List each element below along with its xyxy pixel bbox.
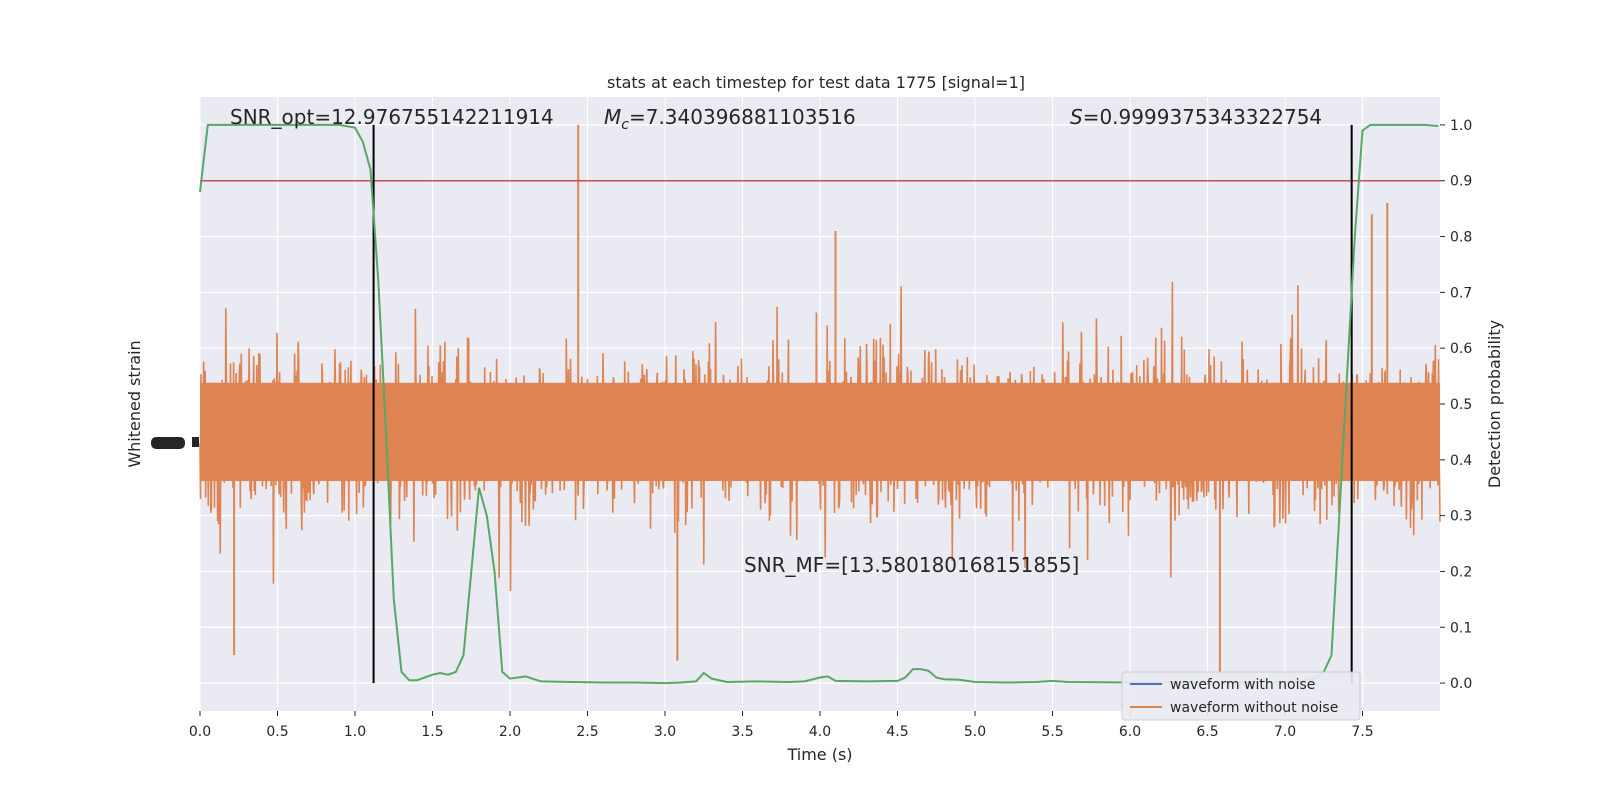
- x-tick-label: 7.0: [1274, 724, 1296, 740]
- x-tick-label: 2.0: [499, 724, 521, 740]
- x-tick-label: 3.5: [731, 724, 753, 740]
- annotation-chirp-mass-subscript: c: [621, 117, 629, 133]
- annotation-snr-opt: SNR_opt=12.976755142211914: [230, 105, 554, 129]
- x-tick-label: 1.5: [421, 724, 443, 740]
- x-tick-label: 6.0: [1119, 724, 1141, 740]
- right-y-tick-label: 0.1: [1450, 620, 1472, 636]
- left-axis-collapsed-ticks: [151, 437, 199, 449]
- annotation-snr-mf: SNR_MF=[13.580180168151855]: [744, 553, 1079, 577]
- right-y-tick-label: 0.7: [1450, 285, 1472, 301]
- strain-core: [200, 382, 1440, 482]
- x-tick-label: 3.0: [654, 724, 676, 740]
- right-y-axis-label: Detection probability: [1485, 320, 1504, 488]
- annotation-s-value: =0.9999375343322754: [1083, 105, 1322, 129]
- left-tick-mark: [192, 437, 199, 447]
- right-y-tick-label: 0.5: [1450, 397, 1472, 413]
- annotation-chirp-mass-value: =7.340396881103516: [629, 105, 856, 129]
- x-tick-label: 5.0: [964, 724, 986, 740]
- x-tick-label: 1.0: [344, 724, 366, 740]
- left-y-axis-label: Whitened strain: [125, 340, 144, 467]
- legend-label-with-noise: waveform with noise: [1170, 677, 1315, 693]
- right-y-tick-label: 0.4: [1450, 453, 1472, 469]
- x-tick-label: 4.0: [809, 724, 831, 740]
- annotation-chirp-mass-symbol: M: [604, 105, 621, 129]
- right-y-axis-ticks: 0.0 0.1 0.2 0.3 0.4 0.5 0.6 0.7 0.8 0.9 1.0: [1440, 118, 1472, 692]
- chart-title: stats at each timestep for test data 177…: [607, 73, 1025, 92]
- x-tick-label: 5.5: [1041, 724, 1063, 740]
- strain-waveform-without-noise: [199, 124, 1441, 672]
- right-y-tick-label: 0.0: [1450, 676, 1472, 692]
- annotation-chirp-mass: Mc=7.340396881103516: [604, 105, 856, 133]
- annotation-s-stat: S=0.9999375343322754: [1070, 105, 1322, 129]
- right-y-tick-label: 0.9: [1450, 174, 1472, 190]
- x-axis-label: Time (s): [786, 745, 852, 764]
- legend-box: [1121, 671, 1361, 721]
- x-tick-label: 2.5: [576, 724, 598, 740]
- x-tick-label: 0.0: [189, 724, 211, 740]
- legend-label-without-noise: waveform without noise: [1170, 700, 1338, 716]
- legend: waveform with noise waveform without noi…: [1121, 671, 1361, 721]
- right-y-tick-label: 1.0: [1450, 118, 1472, 134]
- left-tick-blob: [151, 437, 185, 449]
- x-axis-ticks: 0.0 0.5 1.0 1.5 2.0 2.5 3.0 3.5 4.0 4.5 5.0 5.5 6.0 6…: [189, 711, 1374, 740]
- x-tick-label: 4.5: [886, 724, 908, 740]
- annotation-s-symbol: S: [1070, 105, 1083, 129]
- right-y-tick-label: 0.8: [1450, 230, 1472, 246]
- right-y-tick-label: 0.2: [1450, 564, 1472, 580]
- x-tick-label: 7.5: [1351, 724, 1373, 740]
- x-tick-label: 6.5: [1196, 724, 1218, 740]
- x-tick-label: 0.5: [266, 724, 288, 740]
- right-y-tick-label: 0.6: [1450, 341, 1472, 357]
- right-y-tick-label: 0.3: [1450, 509, 1472, 525]
